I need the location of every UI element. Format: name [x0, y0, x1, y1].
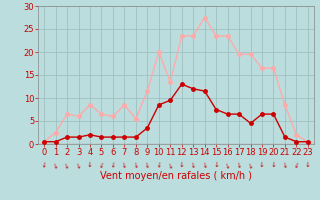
Text: ↓: ↓: [293, 162, 299, 168]
Text: ↓: ↓: [122, 162, 127, 168]
Text: ↓: ↓: [132, 162, 139, 169]
Text: ↓: ↓: [202, 162, 208, 168]
X-axis label: Vent moyen/en rafales ( km/h ): Vent moyen/en rafales ( km/h ): [100, 171, 252, 181]
Text: ↓: ↓: [52, 162, 59, 169]
Text: ↓: ↓: [144, 162, 151, 170]
Text: ↓: ↓: [75, 162, 82, 169]
Text: ↓: ↓: [156, 162, 162, 168]
Text: ↓: ↓: [248, 162, 253, 168]
Text: ↓: ↓: [304, 162, 311, 169]
Text: ↓: ↓: [235, 162, 243, 170]
Text: ↓: ↓: [258, 162, 266, 170]
Text: ↓: ↓: [166, 162, 174, 170]
Text: ↓: ↓: [190, 162, 196, 169]
Text: ↓: ↓: [270, 162, 277, 169]
Text: ↓: ↓: [212, 162, 220, 170]
Text: ↓: ↓: [110, 162, 116, 168]
Text: ↓: ↓: [98, 162, 105, 169]
Text: ↓: ↓: [224, 162, 231, 169]
Text: ↓: ↓: [282, 162, 288, 169]
Text: ↓: ↓: [179, 162, 185, 168]
Text: ↓: ↓: [40, 162, 48, 170]
Text: ↓: ↓: [64, 162, 70, 168]
Text: ↓: ↓: [86, 162, 94, 170]
